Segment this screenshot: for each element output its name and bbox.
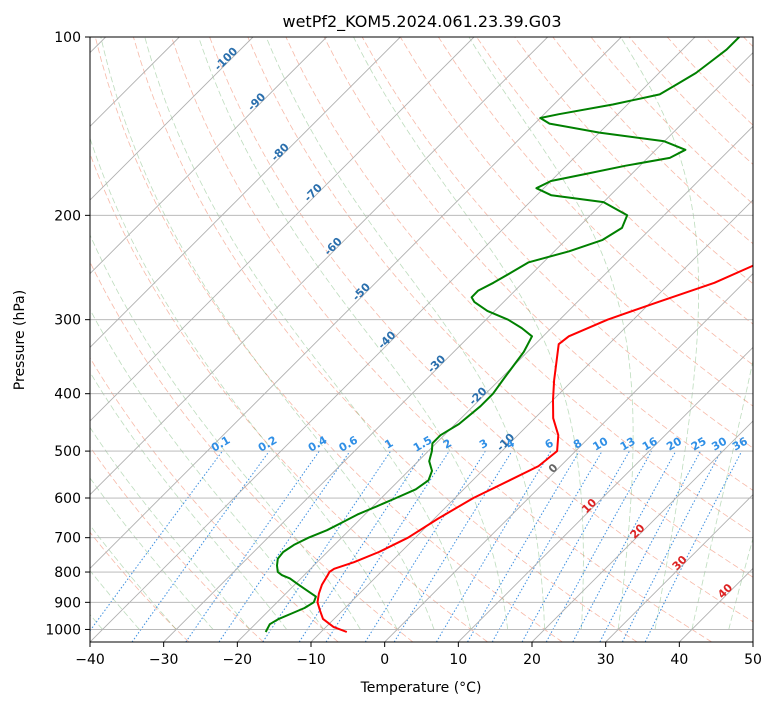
isobars	[90, 37, 753, 630]
moist-adiabat	[468, 37, 634, 630]
isotherm-line	[90, 37, 548, 496]
chart-title: wetPf2_KOM5.2024.061.23.39.G03	[282, 12, 561, 32]
isotherm-line	[458, 346, 753, 642]
mixing-ratio-line	[521, 450, 630, 642]
isotherm-line	[90, 37, 254, 201]
y-tick-label: 500	[54, 444, 81, 460]
dewpoint-line	[264, 37, 740, 633]
mixing-ratio-line	[185, 450, 320, 642]
y-tick-label: 600	[54, 491, 81, 507]
mixing-ratio-line	[599, 450, 701, 642]
y-tick-label: 100	[54, 30, 81, 46]
isotherm-line	[90, 37, 475, 422]
plot-frame	[89, 36, 754, 643]
mixing-ratio-line	[131, 450, 270, 642]
mixing-ratio-line	[364, 450, 486, 642]
plot-area: -100-90-80-70-60-50-40-30-20-10010203040…	[90, 37, 753, 642]
isotherm-line	[531, 420, 753, 642]
moist-adiabat	[90, 371, 288, 630]
x-tick-label: −10	[296, 652, 326, 668]
moist-adiabat	[90, 426, 251, 630]
moist-adiabat	[198, 37, 509, 630]
dry-adiabat	[94, 37, 563, 642]
x-tick-label: −30	[149, 652, 179, 668]
mixing-ratio-line	[325, 450, 450, 642]
dry-adiabat	[247, 37, 753, 578]
moist-adiabat	[90, 524, 177, 630]
isotherm-line	[310, 199, 753, 642]
y-tick-label: 1000	[45, 622, 81, 638]
mixing-ratio-line	[298, 450, 425, 642]
mixing-ratio-line	[545, 450, 653, 642]
x-tick-label: 30	[597, 652, 615, 668]
y-tick-label: 300	[54, 313, 81, 329]
y-axis-ticks: 100 200 300 400 500 600 700 800 900 1000	[45, 30, 90, 638]
mixing-ratio-line	[393, 450, 513, 642]
moist-adiabat	[353, 37, 584, 630]
x-tick-label: 20	[523, 652, 541, 668]
moist-adiabat	[265, 37, 545, 630]
moist-adiabat	[90, 234, 361, 630]
dry-adiabat	[285, 37, 753, 534]
moist-adiabat	[90, 570, 140, 630]
sounding-series	[264, 37, 753, 633]
y-tick-label: 900	[54, 595, 81, 611]
x-tick-label: 50	[744, 652, 762, 668]
isotherm-line	[384, 273, 753, 642]
moist-adiabat	[90, 477, 214, 630]
temperature-line	[316, 264, 753, 633]
mixing-ratio-line	[218, 450, 351, 642]
moist-adiabat	[620, 37, 699, 630]
dry-adiabat	[90, 531, 190, 642]
y-tick-label: 700	[54, 531, 81, 547]
isotherm-line	[90, 37, 327, 275]
mixing-ratio-line	[435, 450, 552, 642]
x-tick-label: 0	[380, 652, 389, 668]
y-tick-label: 200	[54, 208, 81, 224]
y-tick-label: 400	[54, 387, 81, 403]
x-axis-label: Temperature (°C)	[360, 680, 482, 696]
moist-adiabat	[100, 37, 435, 630]
mixing-ratio-line	[621, 450, 722, 642]
mixing-ratio-line	[572, 450, 677, 642]
dry-adiabat	[90, 152, 488, 642]
dry-adiabat	[133, 37, 638, 642]
moist-adiabats	[90, 37, 753, 630]
moist-adiabat	[90, 137, 398, 630]
isotherm-line	[90, 37, 696, 642]
x-tick-label: 10	[449, 652, 467, 668]
dry-adiabat	[399, 37, 753, 407]
y-axis-label: Pressure (hPa)	[12, 290, 28, 390]
x-axis-ticks: −40 −30 −20 −10 0 10 20 30 40 50	[75, 642, 762, 668]
isotherm-line	[237, 125, 753, 642]
dry-adiabat	[361, 37, 753, 449]
mixing-ratio-line	[90, 450, 223, 632]
isotherm-line	[605, 494, 753, 642]
x-tick-label: −40	[75, 652, 105, 668]
dry-adiabat	[90, 446, 264, 642]
x-tick-label: −20	[223, 652, 253, 668]
dry-adiabat	[438, 37, 753, 366]
isotherm-line	[90, 37, 622, 569]
isotherm-line	[90, 37, 401, 348]
mixing-ratio-lines	[90, 450, 743, 642]
isotherm-line	[163, 52, 753, 642]
y-tick-label: 800	[54, 565, 81, 581]
x-tick-label: 40	[670, 652, 688, 668]
isotherms	[90, 37, 753, 642]
dry-adiabat	[209, 37, 753, 623]
mixing-ratio-line	[644, 450, 743, 642]
dry-adiabat	[514, 37, 753, 285]
moist-adiabat	[691, 358, 753, 630]
